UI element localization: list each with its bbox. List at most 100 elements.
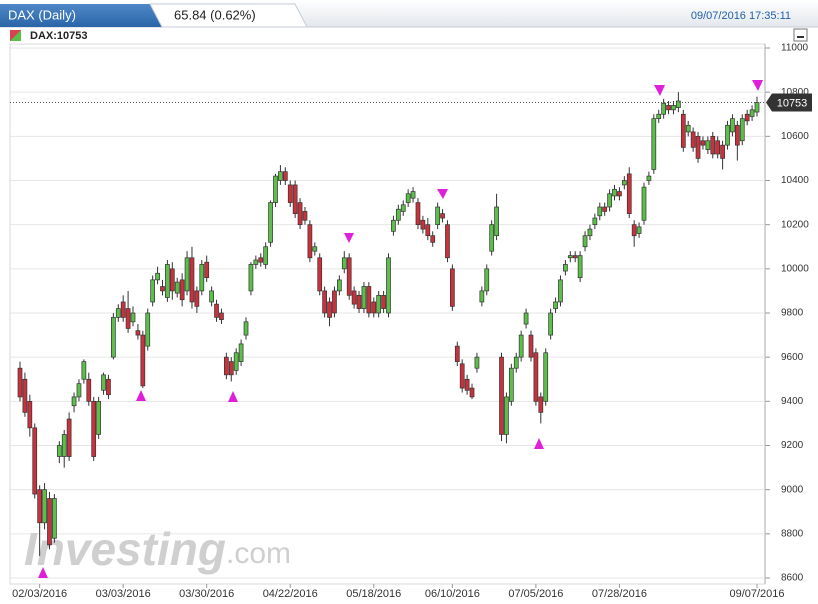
candle-body xyxy=(410,191,416,199)
candle-body xyxy=(91,400,97,457)
candle-body xyxy=(125,308,131,329)
candle-body xyxy=(636,226,642,234)
candle-body xyxy=(356,294,362,309)
candle-body xyxy=(405,193,411,203)
candle-body xyxy=(548,312,553,336)
change-text: 65.84 (0.62%) xyxy=(174,7,256,22)
signal-up xyxy=(534,438,544,449)
candle-body xyxy=(27,400,33,429)
candle-body xyxy=(592,217,598,226)
candle-body xyxy=(582,235,588,248)
candle-body xyxy=(199,264,205,292)
candle-body xyxy=(184,257,190,292)
candle-body xyxy=(381,294,386,309)
candle-body xyxy=(744,113,750,122)
candle-body xyxy=(749,109,755,117)
candle-body xyxy=(120,301,126,318)
candle-body xyxy=(513,356,519,369)
candle-body xyxy=(710,135,716,155)
y-tick-label: 9400 xyxy=(781,396,804,407)
candle-body xyxy=(22,378,28,413)
signal-down xyxy=(752,80,763,91)
candle-body xyxy=(587,228,593,237)
candle-body xyxy=(479,290,485,303)
candle-body xyxy=(572,255,578,259)
candle-body xyxy=(32,427,38,495)
candle-body xyxy=(332,290,337,314)
candle-body xyxy=(150,279,156,303)
y-tick-label: 9200 xyxy=(781,440,804,451)
candle-body xyxy=(219,312,224,320)
candle-body xyxy=(508,367,514,402)
candle-body xyxy=(558,279,563,303)
candle-body xyxy=(690,131,696,148)
candle-body xyxy=(37,489,43,524)
candle-body xyxy=(302,211,308,221)
candle-body xyxy=(209,290,214,303)
candle-body xyxy=(71,396,77,407)
candle-body xyxy=(56,445,62,457)
x-tick-label: 07/05/2016 xyxy=(508,588,563,600)
candle-body xyxy=(17,367,23,398)
y-tick-label: 10000 xyxy=(781,263,809,274)
candles xyxy=(17,92,760,556)
signal-down xyxy=(437,189,448,199)
minimize-button[interactable] xyxy=(793,28,808,42)
candle-body xyxy=(705,140,711,150)
candle-body xyxy=(155,272,160,281)
y-tick-label: 8600 xyxy=(781,573,804,584)
symbol-label: DAX:10753 xyxy=(30,30,87,42)
candle-body xyxy=(700,140,706,146)
candle-body xyxy=(445,224,450,259)
candle-body xyxy=(341,257,347,270)
legend-icon-up xyxy=(10,30,21,41)
y-tick-label: 11000 xyxy=(781,43,809,54)
candle-body xyxy=(494,206,499,237)
candle-body xyxy=(327,301,332,318)
candle-body xyxy=(651,118,657,170)
candle-body xyxy=(322,290,327,314)
x-tick-label: 03/30/2016 xyxy=(179,588,234,600)
y-tick-label: 9600 xyxy=(781,352,804,363)
y-tick-label: 10600 xyxy=(781,131,809,142)
candle-body xyxy=(528,334,534,358)
candle-body xyxy=(61,434,67,457)
candle-body xyxy=(101,374,106,391)
candle-body xyxy=(730,118,735,133)
candle-body xyxy=(140,334,146,387)
x-tick-label: 02/03/2016 xyxy=(12,588,67,600)
signal-down xyxy=(654,85,665,96)
x-tick-label: 06/10/2016 xyxy=(425,588,480,600)
candle-body xyxy=(268,202,273,243)
candle-body xyxy=(130,312,136,323)
candle-body xyxy=(626,173,632,214)
candle-body xyxy=(602,206,608,212)
candle-body xyxy=(361,286,367,309)
candle-body xyxy=(567,255,573,259)
candle-body xyxy=(739,118,745,142)
candle-body xyxy=(160,286,165,292)
candle-body xyxy=(165,264,170,298)
candle-body xyxy=(734,124,740,146)
candle-body xyxy=(96,400,101,435)
candle-body xyxy=(612,188,617,197)
y-tick-label: 10400 xyxy=(781,175,809,186)
candle-body xyxy=(145,312,151,347)
candle-body xyxy=(307,224,313,259)
signals xyxy=(38,80,763,578)
x-tick-label: 05/18/2016 xyxy=(346,588,401,600)
candle-body xyxy=(454,345,460,362)
candle-body xyxy=(278,171,283,181)
candle-body xyxy=(533,352,539,402)
candle-body xyxy=(76,383,82,398)
candle-body xyxy=(641,186,647,221)
title-tab xyxy=(0,4,162,27)
candle-body xyxy=(351,290,357,305)
candle-body xyxy=(484,268,490,292)
candle-body xyxy=(671,105,676,111)
candle-body xyxy=(617,191,622,197)
candle-body xyxy=(715,140,721,155)
candle-body xyxy=(577,255,583,279)
plot-area xyxy=(9,43,766,585)
